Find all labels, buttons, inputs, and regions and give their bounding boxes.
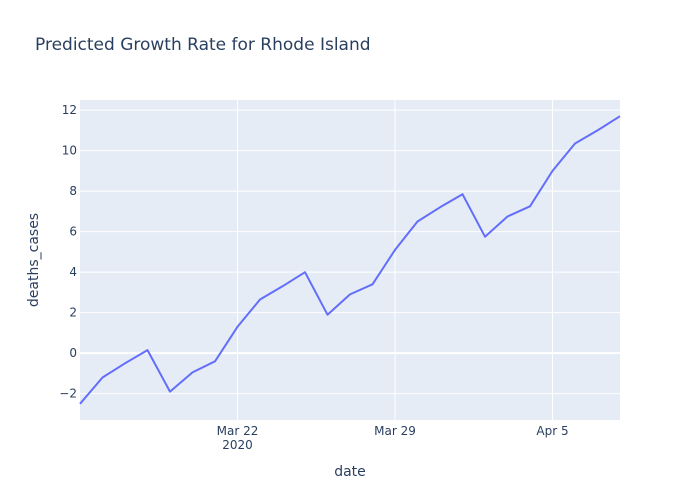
x-tick-label: Mar 29 <box>374 424 416 438</box>
y-tick-label: 4 <box>69 265 77 279</box>
y-tick-label: −2 <box>59 387 77 401</box>
y-axis-title: deaths_cases <box>26 213 42 307</box>
y-tick-label: 0 <box>69 346 77 360</box>
x-axis-title: date <box>334 464 366 480</box>
grid-lines <box>80 100 620 420</box>
series-line-group <box>79 115 621 405</box>
x-tick-label: Mar 22 <box>217 424 259 438</box>
series-line <box>79 115 621 405</box>
plot-area <box>80 100 620 420</box>
chart-title: Predicted Growth Rate for Rhode Island <box>35 35 371 55</box>
y-tick-label: 2 <box>69 306 77 320</box>
y-tick-label: 10 <box>62 144 77 158</box>
y-tick-label: 12 <box>62 103 77 117</box>
x-tick-label: Apr 5 <box>536 424 568 438</box>
x-tick-sublabel: 2020 <box>222 438 253 452</box>
y-tick-label: 8 <box>69 184 77 198</box>
y-tick-label: 6 <box>69 225 77 239</box>
